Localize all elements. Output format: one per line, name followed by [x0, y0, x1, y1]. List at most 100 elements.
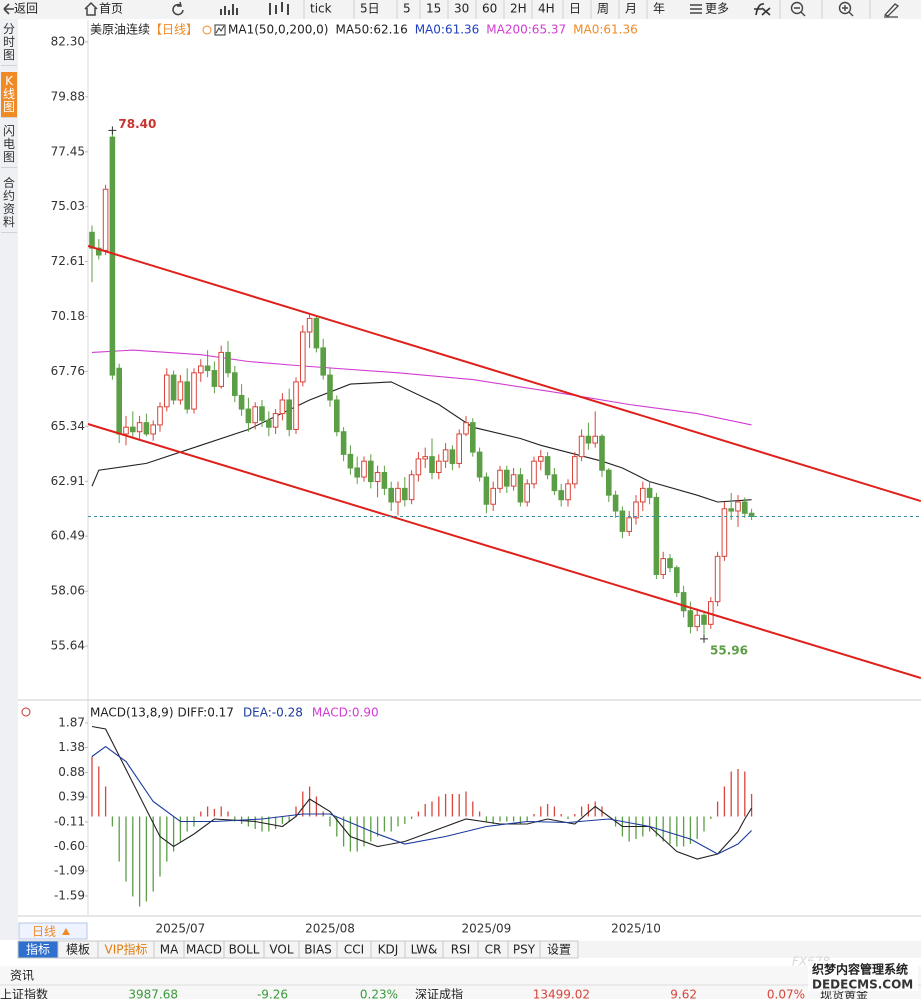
y-tick-label: 75.03	[51, 199, 85, 213]
period-button[interactable]: 15	[426, 2, 441, 16]
indicator-icon-line	[215, 25, 225, 34]
indicator-tab-label[interactable]: 模板	[66, 943, 90, 957]
watermark-text: 织梦内容管理系统	[812, 962, 908, 977]
sidebar-tab[interactable]: 闪电图	[1, 122, 17, 168]
candle-body	[517, 474, 524, 503]
indicator-tab-label[interactable]: LW&	[411, 943, 438, 957]
candle-body	[442, 449, 449, 462]
candle-body	[347, 453, 354, 469]
more-icon	[690, 4, 702, 14]
candle-body	[544, 456, 551, 476]
legend-entry: MA0:61.36	[573, 23, 638, 37]
period-button[interactable]: 60	[482, 2, 497, 16]
indicator-tab-label[interactable]: 设置	[547, 943, 571, 957]
candle-body	[422, 456, 428, 460]
period-button[interactable]: 4H	[538, 2, 555, 16]
more-button[interactable]: 更多	[705, 2, 729, 16]
extreme-marker	[108, 126, 117, 135]
period-button[interactable]: tick	[310, 2, 332, 16]
candle-body	[177, 381, 184, 401]
x-tick-label: 2025/09	[461, 922, 511, 936]
y-tick-label: 65.34	[51, 419, 85, 433]
ticker-bg	[0, 966, 921, 999]
fx-icon[interactable]	[754, 3, 771, 16]
macd-legend: DEA:-0.28	[243, 706, 303, 720]
kline-icon[interactable]	[269, 2, 289, 15]
candle-body	[558, 490, 565, 501]
period-button[interactable]: 月	[625, 2, 637, 16]
sidebar-tab[interactable]: 合约资料	[1, 174, 17, 233]
candle-body	[456, 433, 462, 464]
candle-body	[714, 555, 721, 603]
candle-body	[402, 487, 408, 501]
candle-body	[490, 487, 496, 505]
macd-settings-icon[interactable]	[21, 707, 31, 717]
indicator-tab-label[interactable]: BOLL	[229, 943, 260, 957]
zoom-in-icon[interactable]	[838, 1, 852, 15]
candle-body	[510, 474, 517, 487]
indicator-tab-label[interactable]: RSI	[451, 943, 471, 957]
sidebar-tab[interactable]: 分时图	[1, 20, 17, 66]
macd-legend: DIFF:0.17	[178, 706, 234, 720]
settings-icon[interactable]	[202, 25, 212, 35]
period-button[interactable]: 5	[403, 2, 411, 16]
candle-body	[626, 517, 633, 532]
candle-body	[252, 406, 258, 424]
refresh-icon[interactable]	[172, 1, 184, 16]
ticker-item: 深证成指	[415, 987, 463, 999]
macd-line	[91, 745, 752, 855]
indicator-icon	[214, 24, 226, 36]
indicator-tab-label[interactable]: MACD	[186, 943, 222, 957]
legend-entry: MA50:62.16	[335, 23, 407, 37]
candle-body	[388, 487, 394, 503]
macd-tick-label: -1.59	[54, 889, 85, 903]
period-button[interactable]: 30	[454, 2, 469, 16]
ticker-item: -9.26	[257, 988, 288, 999]
sidebar-bg	[0, 19, 18, 940]
home-button[interactable]: 首页	[99, 2, 123, 16]
period-button[interactable]: 年	[653, 2, 665, 16]
indicator-tab-label[interactable]: KDJ	[378, 943, 399, 957]
indicator-tab[interactable]	[539, 940, 579, 959]
candle-body	[102, 188, 109, 251]
indicator-tab-label[interactable]: MA	[160, 943, 179, 957]
trend-line	[88, 423, 921, 679]
indicator-tab-label[interactable]: VIP指标	[105, 942, 148, 957]
candle-body	[381, 472, 388, 489]
y-tick-label: 62.91	[51, 474, 85, 488]
zoom-out-icon[interactable]	[790, 1, 804, 15]
candle-body	[538, 456, 544, 462]
y-tick-label: 79.88	[51, 89, 85, 103]
back-button[interactable]: 返回	[14, 2, 38, 16]
news-tab[interactable]: 资讯	[10, 969, 34, 983]
draw-icon[interactable]	[883, 3, 900, 18]
candle-body	[164, 374, 170, 408]
candle-body	[687, 610, 694, 628]
indicator-tab-label[interactable]: 指标	[26, 942, 50, 957]
candle-body	[497, 469, 503, 489]
sidebar-tab[interactable]: K线图	[1, 72, 17, 118]
period-button[interactable]: 2H	[510, 2, 527, 16]
indicator-tab-label[interactable]: CR	[485, 943, 502, 957]
period-button[interactable]: 5日	[360, 2, 380, 16]
candle-body	[653, 496, 660, 575]
period-button[interactable]: 周	[597, 2, 609, 16]
chart-icon[interactable]	[220, 4, 238, 15]
candle-body	[694, 614, 701, 628]
zoom-in-bar	[842, 5, 854, 17]
candle-body	[565, 483, 571, 501]
indicator-tab-label[interactable]: PSY	[513, 943, 536, 957]
x-tick-label: 2025/10	[611, 922, 661, 936]
macd-title: MACD(13,8,9)	[90, 706, 174, 720]
period-tag-label[interactable]: 日线	[32, 925, 56, 939]
candle-body	[334, 399, 340, 433]
candle-body	[306, 317, 313, 333]
candle-body	[232, 372, 238, 396]
period-button[interactable]: 日	[569, 2, 581, 16]
macd-tick-label: -0.60	[54, 839, 85, 853]
indicator-tab-label[interactable]: BIAS	[304, 943, 332, 957]
candle-body	[572, 456, 578, 485]
indicator-tab-label[interactable]: CCI	[344, 943, 364, 957]
indicator-tab-label[interactable]: VOL	[269, 943, 293, 957]
